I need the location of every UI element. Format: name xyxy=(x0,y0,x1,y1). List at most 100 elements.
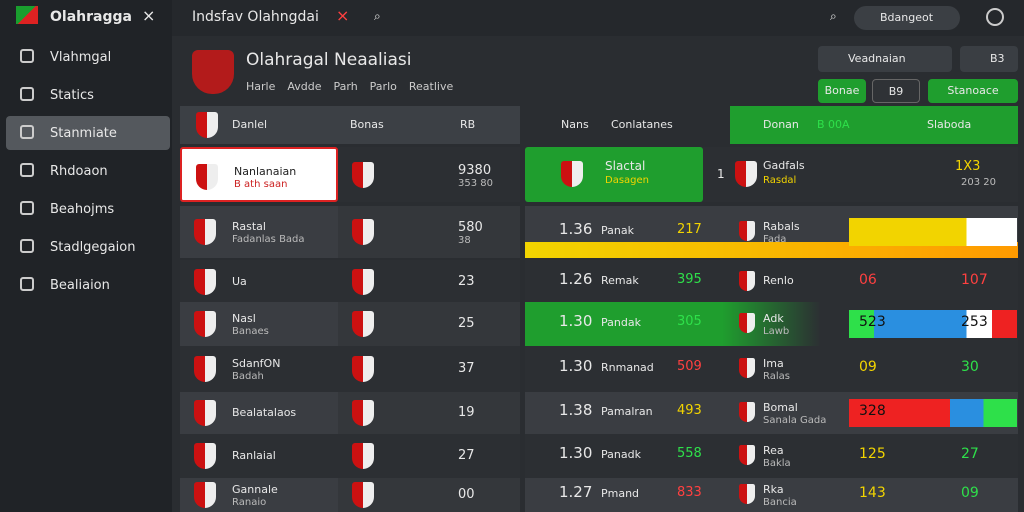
table-row[interactable]: Nasl Banaes xyxy=(180,302,338,346)
nav-item[interactable]: Bealiaion xyxy=(6,268,170,302)
team-name: Gadfals xyxy=(763,159,805,172)
score: 37 xyxy=(458,361,475,376)
score-a: 143 xyxy=(859,485,886,501)
table-row[interactable]: 1.30 Panadk 558 Rea Bakla 125 27 xyxy=(525,434,1018,478)
table-row[interactable]: 1.27 Pmand 833 Rka Bancia 143 09 xyxy=(525,478,1018,512)
nav-item[interactable]: Rhdoaon xyxy=(6,154,170,188)
right-table: Nans Conlatanes Donan B 00A Slaboda Slactal Da… xyxy=(525,106,1018,512)
featured-sub: Dasagen xyxy=(605,175,650,186)
crest xyxy=(352,356,374,382)
nav-item[interactable]: Stadlgegaion xyxy=(6,230,170,264)
dropdown[interactable]: B3 xyxy=(960,46,1018,72)
number: 217 xyxy=(677,222,702,237)
featured-row: Slactal Dasagen 1 Gadfals Rasdal 1X3 203 20 xyxy=(525,147,1018,202)
table-row[interactable]: Nanlanaian B ath saan xyxy=(180,147,338,202)
crest xyxy=(352,482,374,508)
score-b: 107 xyxy=(961,272,988,288)
table-row[interactable]: 1.38 Pamalran 493 Bomal Sanala Gada 328 xyxy=(525,392,1018,434)
button[interactable]: Stanoace xyxy=(928,79,1018,103)
tab[interactable]: Parlo xyxy=(369,80,397,93)
score: 9380 xyxy=(458,162,492,178)
number: 558 xyxy=(677,446,702,461)
team-sub: Banaes xyxy=(232,326,269,337)
nav-item[interactable]: Statics xyxy=(6,78,170,112)
tab[interactable]: Harle xyxy=(246,80,276,93)
table-row[interactable]: 1.26 Remak 395 Renlo 06 107 xyxy=(525,260,1018,304)
page-title: Olahragal Neaaliasi xyxy=(246,50,412,70)
nav-item[interactable]: Vlahmgal xyxy=(6,40,170,74)
score-sub: 203 20 xyxy=(961,177,996,188)
team-sub: Ralas xyxy=(763,371,790,382)
topbar-title: Indsfav Olahngdai xyxy=(192,9,319,25)
nav-icon xyxy=(20,49,34,63)
odds: 1.26 xyxy=(559,270,593,288)
table-row[interactable]: 1.30 Rnmanad 509 Ima Ralas 09 30 xyxy=(525,346,1018,392)
button[interactable]: Bonae xyxy=(818,79,866,103)
number: 509 xyxy=(677,359,702,374)
player-name: Pmand xyxy=(601,487,640,500)
stat-bar xyxy=(849,218,1017,246)
table-row[interactable]: Ua xyxy=(180,260,338,304)
team-name: Rastal xyxy=(232,220,266,233)
dropdown[interactable]: Veadnaian xyxy=(818,46,952,72)
team-name: Gannale xyxy=(232,483,278,496)
table-row[interactable]: Bealatalaos xyxy=(180,392,338,434)
profile-icon[interactable] xyxy=(986,8,1004,26)
stat-bar xyxy=(849,399,1017,427)
score: 19 xyxy=(458,405,475,420)
number: 305 xyxy=(677,314,702,329)
crest xyxy=(739,445,755,465)
score: 25 xyxy=(458,316,475,331)
score: 27 xyxy=(458,448,475,463)
tab[interactable]: Parh xyxy=(333,80,358,93)
table-cell: 25 xyxy=(338,302,520,346)
tab[interactable]: Reatlive xyxy=(408,80,454,93)
score-sub: 38 xyxy=(458,235,471,246)
featured-name: Slactal xyxy=(605,159,646,173)
close-icon[interactable]: × xyxy=(142,6,156,25)
table-row[interactable]: Gannale Ranaio xyxy=(180,478,338,512)
crest xyxy=(352,161,374,188)
table-row[interactable]: 1.36 Panak 217 Rabals Fada xyxy=(525,206,1018,258)
team-name: Rabals xyxy=(763,220,800,233)
score-b: 30 xyxy=(961,359,979,375)
tab[interactable]: Avdde xyxy=(287,80,322,93)
table-row[interactable]: Ranlaial xyxy=(180,434,338,478)
header-band xyxy=(730,106,1018,144)
number: 493 xyxy=(677,403,702,418)
team-name: Ua xyxy=(232,275,247,288)
search-icon[interactable]: ⌕ xyxy=(374,9,381,23)
score: 1X3 xyxy=(955,159,981,174)
close-icon[interactable]: × xyxy=(336,6,350,25)
team-name: Nasl xyxy=(232,312,256,325)
nav-item[interactable]: Beahojms xyxy=(6,192,170,226)
table-row[interactable]: Rastal Fadanlas Bada xyxy=(180,206,338,258)
user-menu[interactable]: Bdangeot xyxy=(854,6,960,30)
highlight-bar xyxy=(525,242,1018,258)
button[interactable]: B9 xyxy=(872,79,920,103)
table-cell: 9380 353 80 xyxy=(338,147,520,202)
buttons: Bonae B9 Stanoace xyxy=(818,79,1018,103)
team-sub: Badah xyxy=(232,371,264,382)
score: 23 xyxy=(458,274,475,289)
score-a: 06 xyxy=(859,272,877,288)
crest xyxy=(352,443,374,469)
search-icon[interactable]: ⌕ xyxy=(830,9,837,23)
crest xyxy=(739,484,755,504)
player-name: Panadk xyxy=(601,448,641,461)
team-sub: B ath saan xyxy=(234,178,288,190)
score-a: 125 xyxy=(859,446,886,462)
player-name: Pandak xyxy=(601,316,641,329)
table-row[interactable]: SdanfON Badah xyxy=(180,346,338,392)
table-row[interactable]: 1.30 Pandak 305 Adk Lawb 523 253 xyxy=(525,302,1018,346)
nav-item[interactable]: Stanmiate xyxy=(6,116,170,150)
team-sub: Sanala Gada xyxy=(763,415,827,426)
score-sub: 353 80 xyxy=(458,177,493,189)
nav-icon xyxy=(20,201,34,215)
nav-icon xyxy=(20,277,34,291)
column-header: B 00A xyxy=(817,118,850,131)
crest xyxy=(194,400,216,426)
nav-icon xyxy=(20,239,34,253)
odds: 1.36 xyxy=(559,220,593,238)
team-sub: Bancia xyxy=(763,497,797,508)
